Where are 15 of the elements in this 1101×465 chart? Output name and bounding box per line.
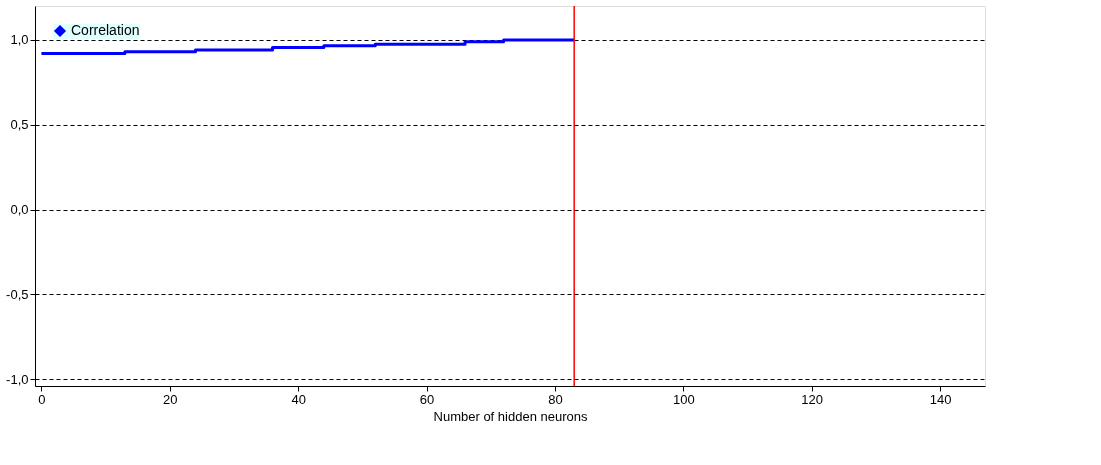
y-tick-label: 0,5 xyxy=(10,117,29,133)
y-tick-label: 1,0 xyxy=(10,32,29,48)
y-tick-label: -1,0 xyxy=(6,371,29,387)
x-tick-label: 20 xyxy=(163,391,178,407)
x-tick-label: 0 xyxy=(38,391,46,407)
x-tick-label: 100 xyxy=(672,391,695,407)
x-tick-label: 80 xyxy=(548,391,563,407)
x-tick-label: 60 xyxy=(419,391,435,407)
y-tick-label: 0,0 xyxy=(10,202,29,218)
y-tick-label: -0,5 xyxy=(6,286,29,302)
x-tick-label: 120 xyxy=(801,391,824,407)
x-tick-label: 40 xyxy=(291,391,306,407)
x-tick-label: 140 xyxy=(929,391,952,407)
x-axis-title: Number of hidden neurons xyxy=(433,408,588,424)
legend-label: Correlation xyxy=(71,22,140,38)
